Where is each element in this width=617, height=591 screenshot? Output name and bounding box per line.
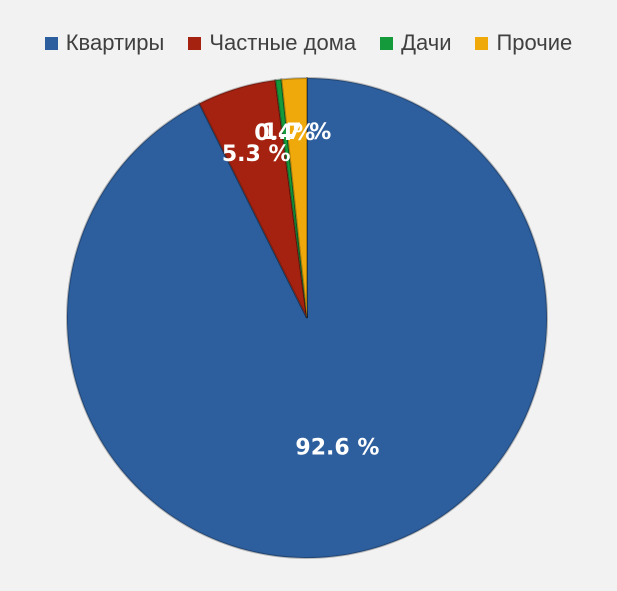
- legend-label-other: Прочие: [496, 30, 573, 55]
- legend-swatch-private-houses: [188, 36, 202, 50]
- legend-item-apartments: Квартиры: [44, 30, 165, 56]
- pie-slice-private-houses: [198, 78, 308, 319]
- data-label-apartments: 92.6 %: [295, 435, 379, 460]
- pie-slice-apartments: [66, 76, 548, 559]
- data-label-other: 1.7 %: [263, 120, 332, 145]
- data-label-private-houses: 5.3 %: [222, 142, 291, 167]
- legend-label-private-houses: Частные дома: [209, 30, 357, 55]
- legend-swatch-other: [475, 36, 489, 50]
- pie-slice-other: [280, 76, 308, 319]
- legend-item-private-houses: Частные дома: [188, 30, 356, 56]
- data-label-dachas: 0.4%: [254, 121, 315, 146]
- legend-swatch-apartments: [44, 36, 58, 50]
- legend-item-dachas: Дачи: [380, 30, 451, 56]
- legend-swatch-dachas: [380, 36, 394, 50]
- legend-item-other: Прочие: [475, 30, 572, 56]
- chart-legend: Квартиры Частные дома Дачи Прочие: [0, 26, 617, 60]
- pie-labels: 92.6 % 5.3 %0.4%1.7 %: [222, 120, 380, 460]
- legend-label-dachas: Дачи: [401, 30, 452, 55]
- pie-slices: [66, 76, 548, 559]
- pie-slice-dachas: [274, 78, 308, 319]
- legend-label-apartments: Квартиры: [65, 30, 165, 55]
